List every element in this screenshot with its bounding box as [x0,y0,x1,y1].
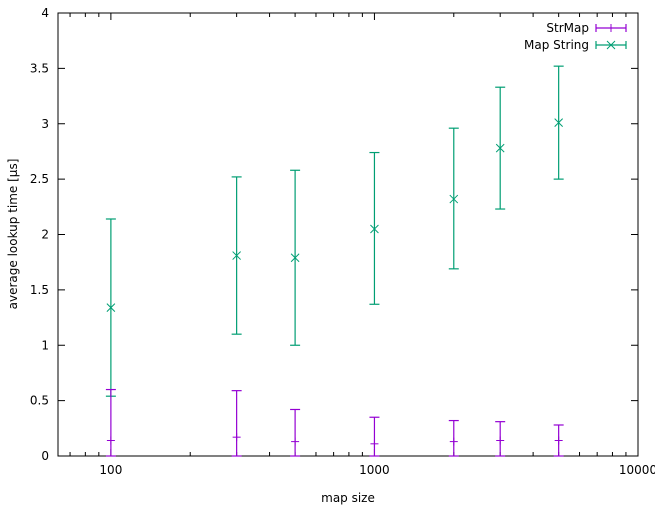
point-marker [370,439,379,448]
data-point [448,127,459,270]
y-tick-label: 4 [41,6,49,20]
legend-marker [607,24,615,32]
legend-item: StrMap [546,21,627,35]
point-marker [554,436,563,445]
data-point [105,388,116,457]
x-tick-label: 100 [99,463,122,477]
data-point [231,390,242,457]
data-point [448,419,459,457]
marker-stroke [606,40,616,50]
legend-label: Map String [524,38,589,52]
point-marker [232,251,241,260]
data-point [290,408,301,457]
data-point [369,416,380,457]
y-tick-label: 1 [41,338,49,352]
data-point [553,424,564,457]
y-tick-label: 0.5 [30,394,49,408]
marker-stroke [370,224,379,234]
marker-stroke [554,118,564,127]
point-marker [291,437,300,446]
point-marker [370,224,379,234]
x-axis-label: map size [321,491,375,505]
data-point [105,218,116,397]
x-tick-label: 1000 [359,463,390,477]
marker-stroke [290,253,300,263]
y-tick-label: 2 [41,228,49,242]
marker-stroke [232,251,241,260]
data-point [231,176,242,335]
marker-stroke [495,143,505,153]
y-axis-label: average lookup time [µs] [6,159,20,310]
legend-item: Map String [524,38,627,52]
point-marker [106,303,116,312]
point-marker [554,118,564,127]
data-point [290,169,301,346]
y-tick-label: 3.5 [30,61,49,75]
data-point [495,86,506,210]
point-marker [495,143,505,153]
data-point [495,421,506,457]
y-tick-label: 1.5 [30,283,49,297]
point-marker [449,194,459,204]
legend: StrMap Map String [524,21,627,52]
legend-marker [606,40,616,50]
point-marker [290,253,300,263]
y-tick-label: 0 [41,449,49,463]
data-point [553,65,564,180]
y-tick-label: 3 [41,117,49,131]
series-group [105,65,564,457]
point-marker [106,436,115,445]
data-point [369,151,380,305]
point-marker [449,437,458,446]
series-strmap [105,388,564,457]
legend-label: StrMap [546,21,589,35]
point-marker [232,433,241,442]
series-map-string [105,65,564,397]
marker-stroke [106,303,116,312]
axes: 0 0.5 1 1.5 2 2.5 3 3.5 4 100 1000 10000 [30,6,655,477]
marker-stroke [449,194,459,204]
x-tick-label: 10000 [619,463,655,477]
point-marker [496,436,505,445]
plot-frame [57,12,639,457]
y-tick-label: 2.5 [30,172,49,186]
